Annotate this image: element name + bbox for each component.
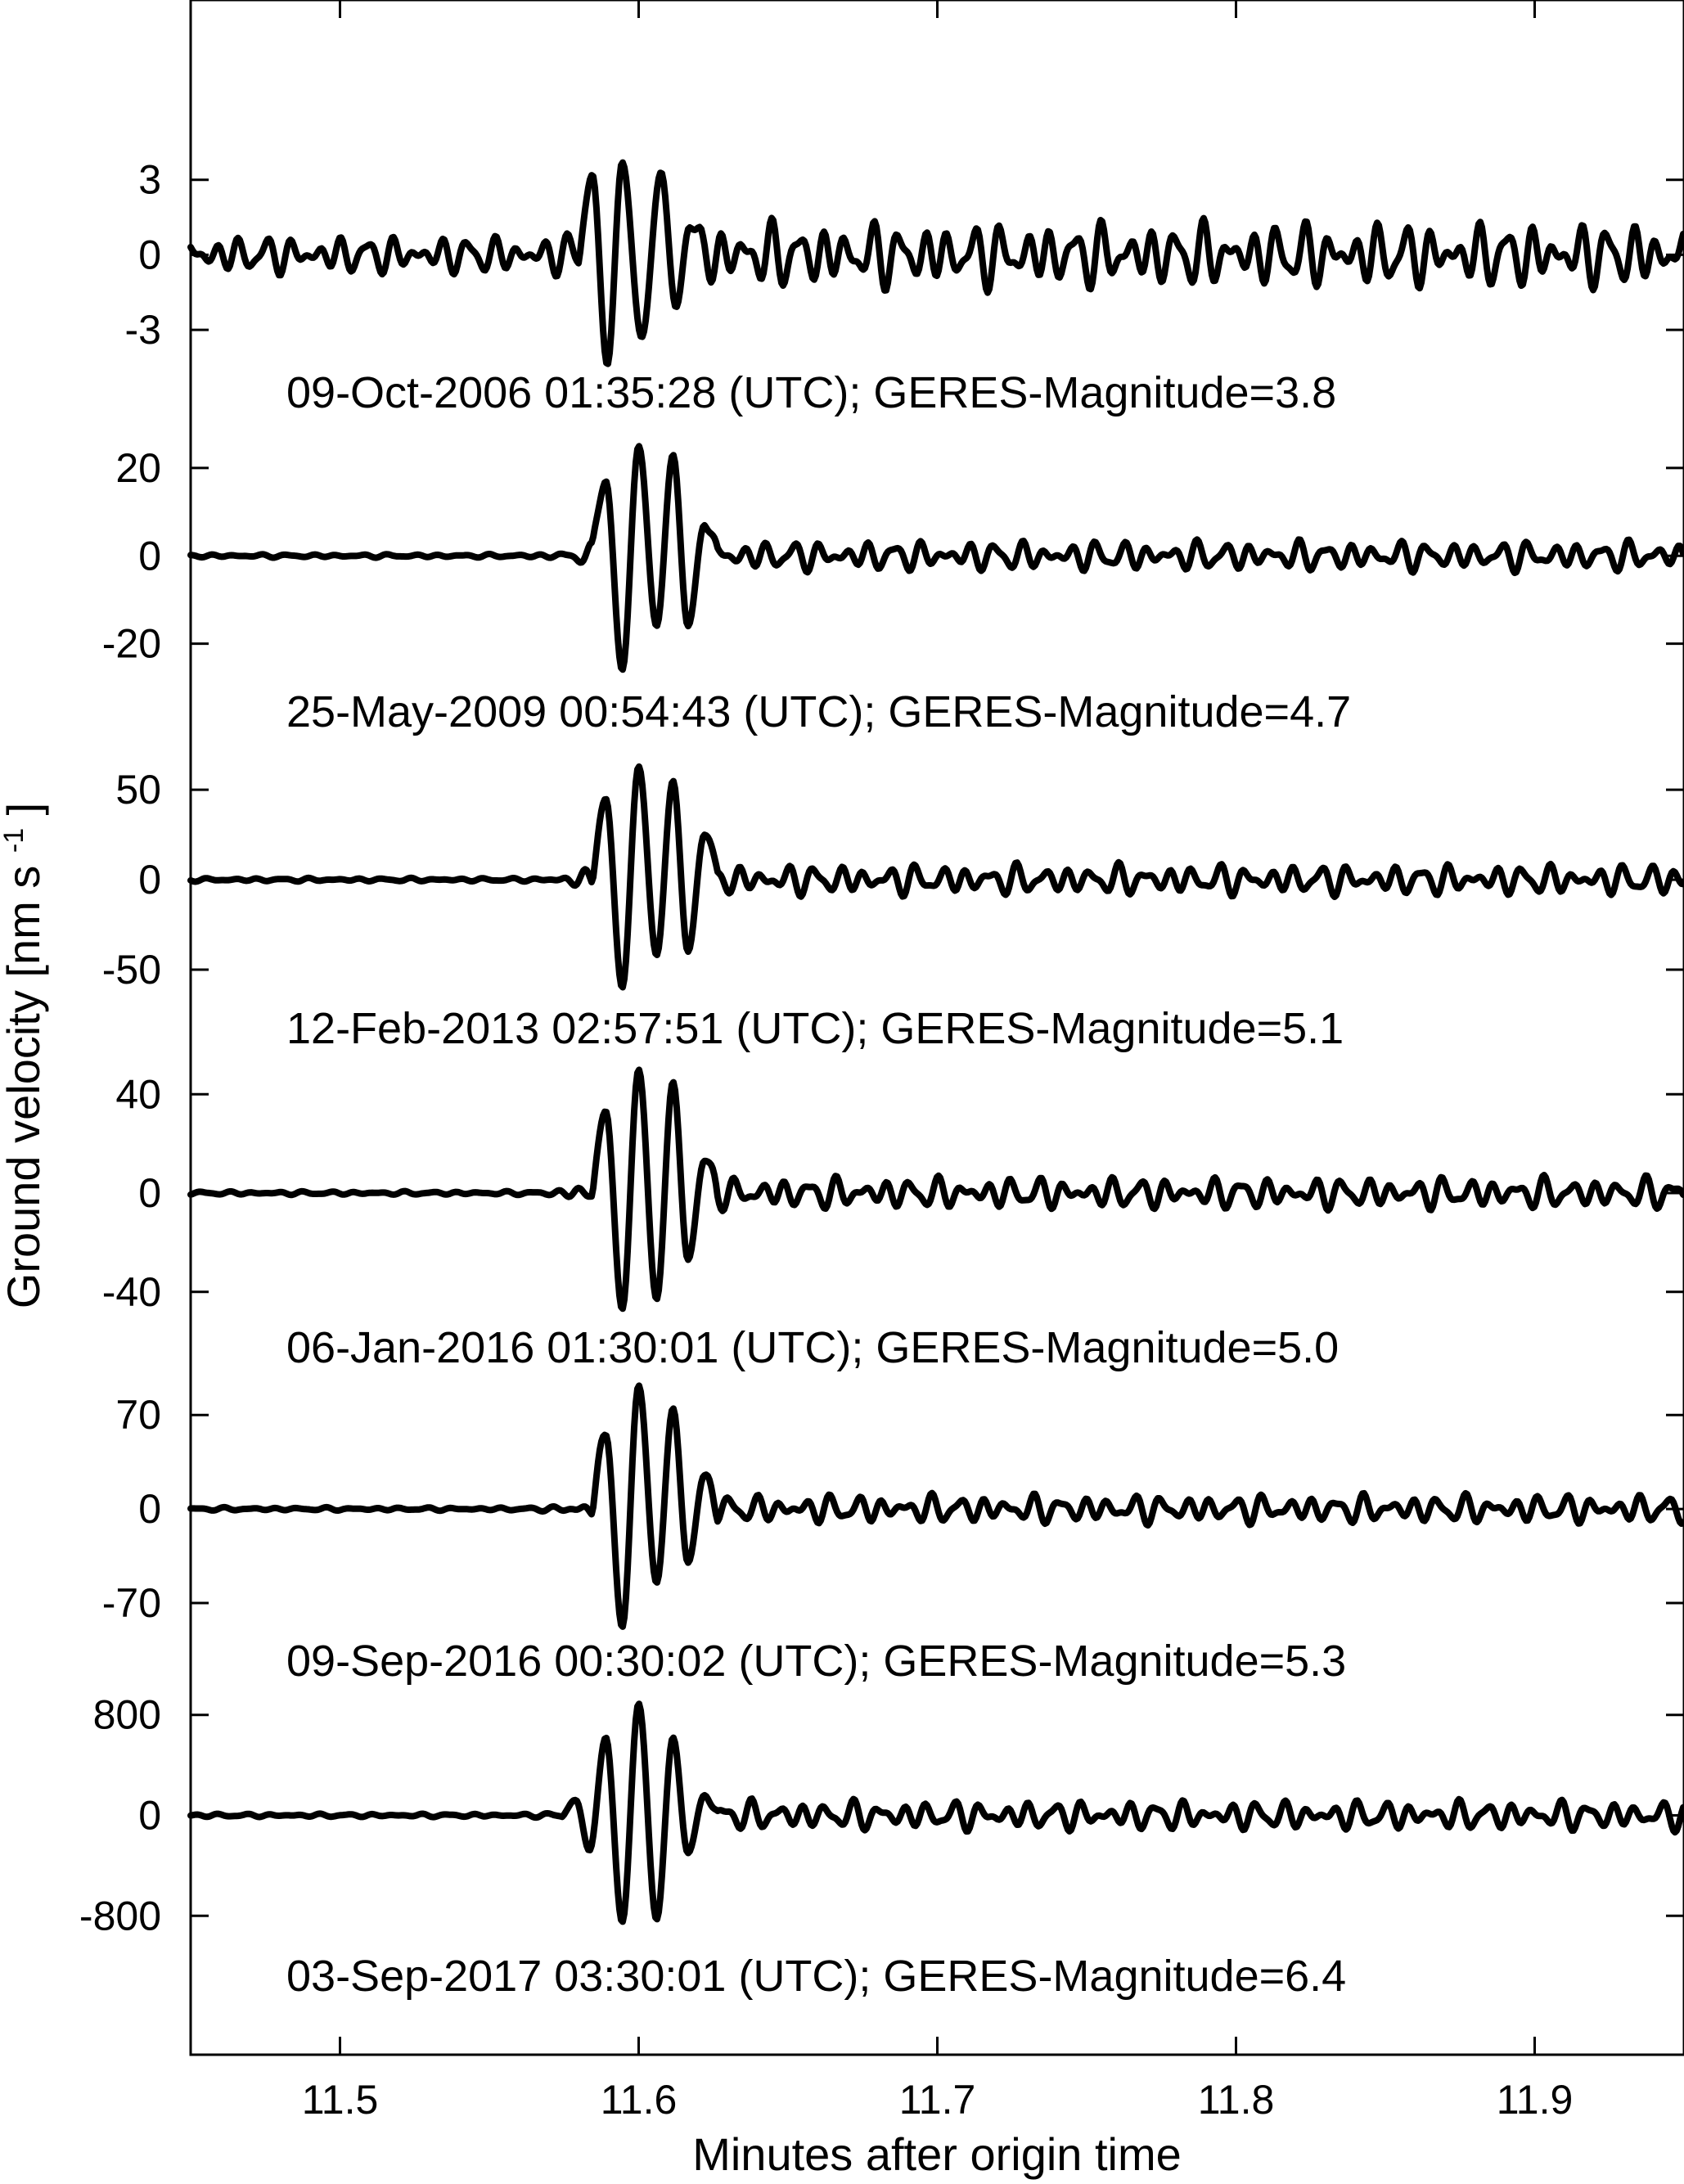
seismogram-trace — [187, 763, 1684, 991]
y-tick-label: 50 — [115, 767, 161, 813]
x-tick-label: 11.7 — [899, 2077, 976, 2123]
panel-6: 800 0 -800 03-Sep-2017 03:30:01 (UTC); GERE… — [79, 1692, 1684, 2001]
panel-3: 50 0 -50 12-Feb-2013 02:57:51 (UTC); GERES-… — [102, 763, 1684, 1053]
y-tick-label: 0 — [138, 857, 161, 903]
event-label: 09-Sep-2016 00:30:02 (UTC); GERES-Magnit… — [286, 1637, 1346, 1686]
seismogram-trace — [187, 1066, 1684, 1313]
y-axis-title: Ground velocity [nm s -1 ] — [0, 803, 49, 1308]
y-axis-title-main: Ground velocity [nm s — [0, 866, 49, 1309]
seismogram-trace — [187, 443, 1684, 673]
seismogram-trace — [187, 1700, 1684, 1925]
panel-1: 3 0 -3 09-Oct-2006 01:35:28 (UTC); GERES-Ma… — [125, 157, 1684, 417]
panel-4: 40 0 -40 06-Jan-2016 01:30:01 (UTC); GERES-… — [102, 1066, 1684, 1372]
y-tick-label: 40 — [115, 1071, 161, 1117]
event-label: 09-Oct-2006 01:35:28 (UTC); GERES-Magnit… — [286, 368, 1336, 417]
event-label: 12-Feb-2013 02:57:51 (UTC); GERES-Magnit… — [286, 1004, 1344, 1053]
y-axis-title-sup: -1 — [0, 828, 29, 853]
y-tick-label: 0 — [138, 533, 161, 579]
seismogram-trace — [187, 159, 1684, 367]
y-tick-label: 0 — [138, 1793, 161, 1839]
y-tick-label: 3 — [138, 157, 161, 203]
y-tick-label: 0 — [138, 1486, 161, 1532]
y-tick-label: -70 — [102, 1580, 161, 1626]
y-tick-label: -40 — [102, 1269, 161, 1315]
x-axis: 11.5 11.6 11.7 11.8 11.9 — [302, 0, 1574, 2123]
x-axis-title: Minutes after origin time — [692, 2128, 1182, 2180]
x-tick-label: 11.8 — [1198, 2077, 1275, 2123]
panel-5: 70 0 -70 09-Sep-2016 00:30:02 (UTC); GERES-… — [102, 1382, 1684, 1686]
x-tick-label: 11.6 — [601, 2077, 678, 2123]
y-tick-label: -3 — [125, 307, 161, 353]
x-tick-label: 11.9 — [1497, 2077, 1574, 2123]
panel-2: 20 0 -20 25-May-2009 00:54:43 (UTC); GERES-… — [102, 443, 1684, 736]
event-label: 03-Sep-2017 03:30:01 (UTC); GERES-Magnit… — [286, 1952, 1346, 2001]
y-tick-label: 20 — [115, 445, 161, 491]
panels: 3 0 -3 09-Oct-2006 01:35:28 (UTC); GERES-Ma… — [79, 157, 1684, 2001]
y-tick-label: 0 — [138, 1170, 161, 1216]
y-tick-label: -50 — [102, 947, 161, 993]
y-axis-title-close: ] — [0, 803, 49, 816]
y-tick-label: 70 — [115, 1392, 161, 1438]
y-tick-label: 0 — [138, 232, 161, 277]
event-label: 25-May-2009 00:54:43 (UTC); GERES-Magnit… — [286, 687, 1351, 736]
y-tick-label: 800 — [93, 1692, 161, 1738]
y-tick-label: -20 — [102, 621, 161, 667]
y-tick-label: -800 — [79, 1893, 161, 1939]
event-label: 06-Jan-2016 01:30:01 (UTC); GERES-Magnit… — [286, 1323, 1339, 1372]
x-tick-label: 11.5 — [302, 2077, 379, 2123]
seismogram-trace — [187, 1382, 1684, 1630]
